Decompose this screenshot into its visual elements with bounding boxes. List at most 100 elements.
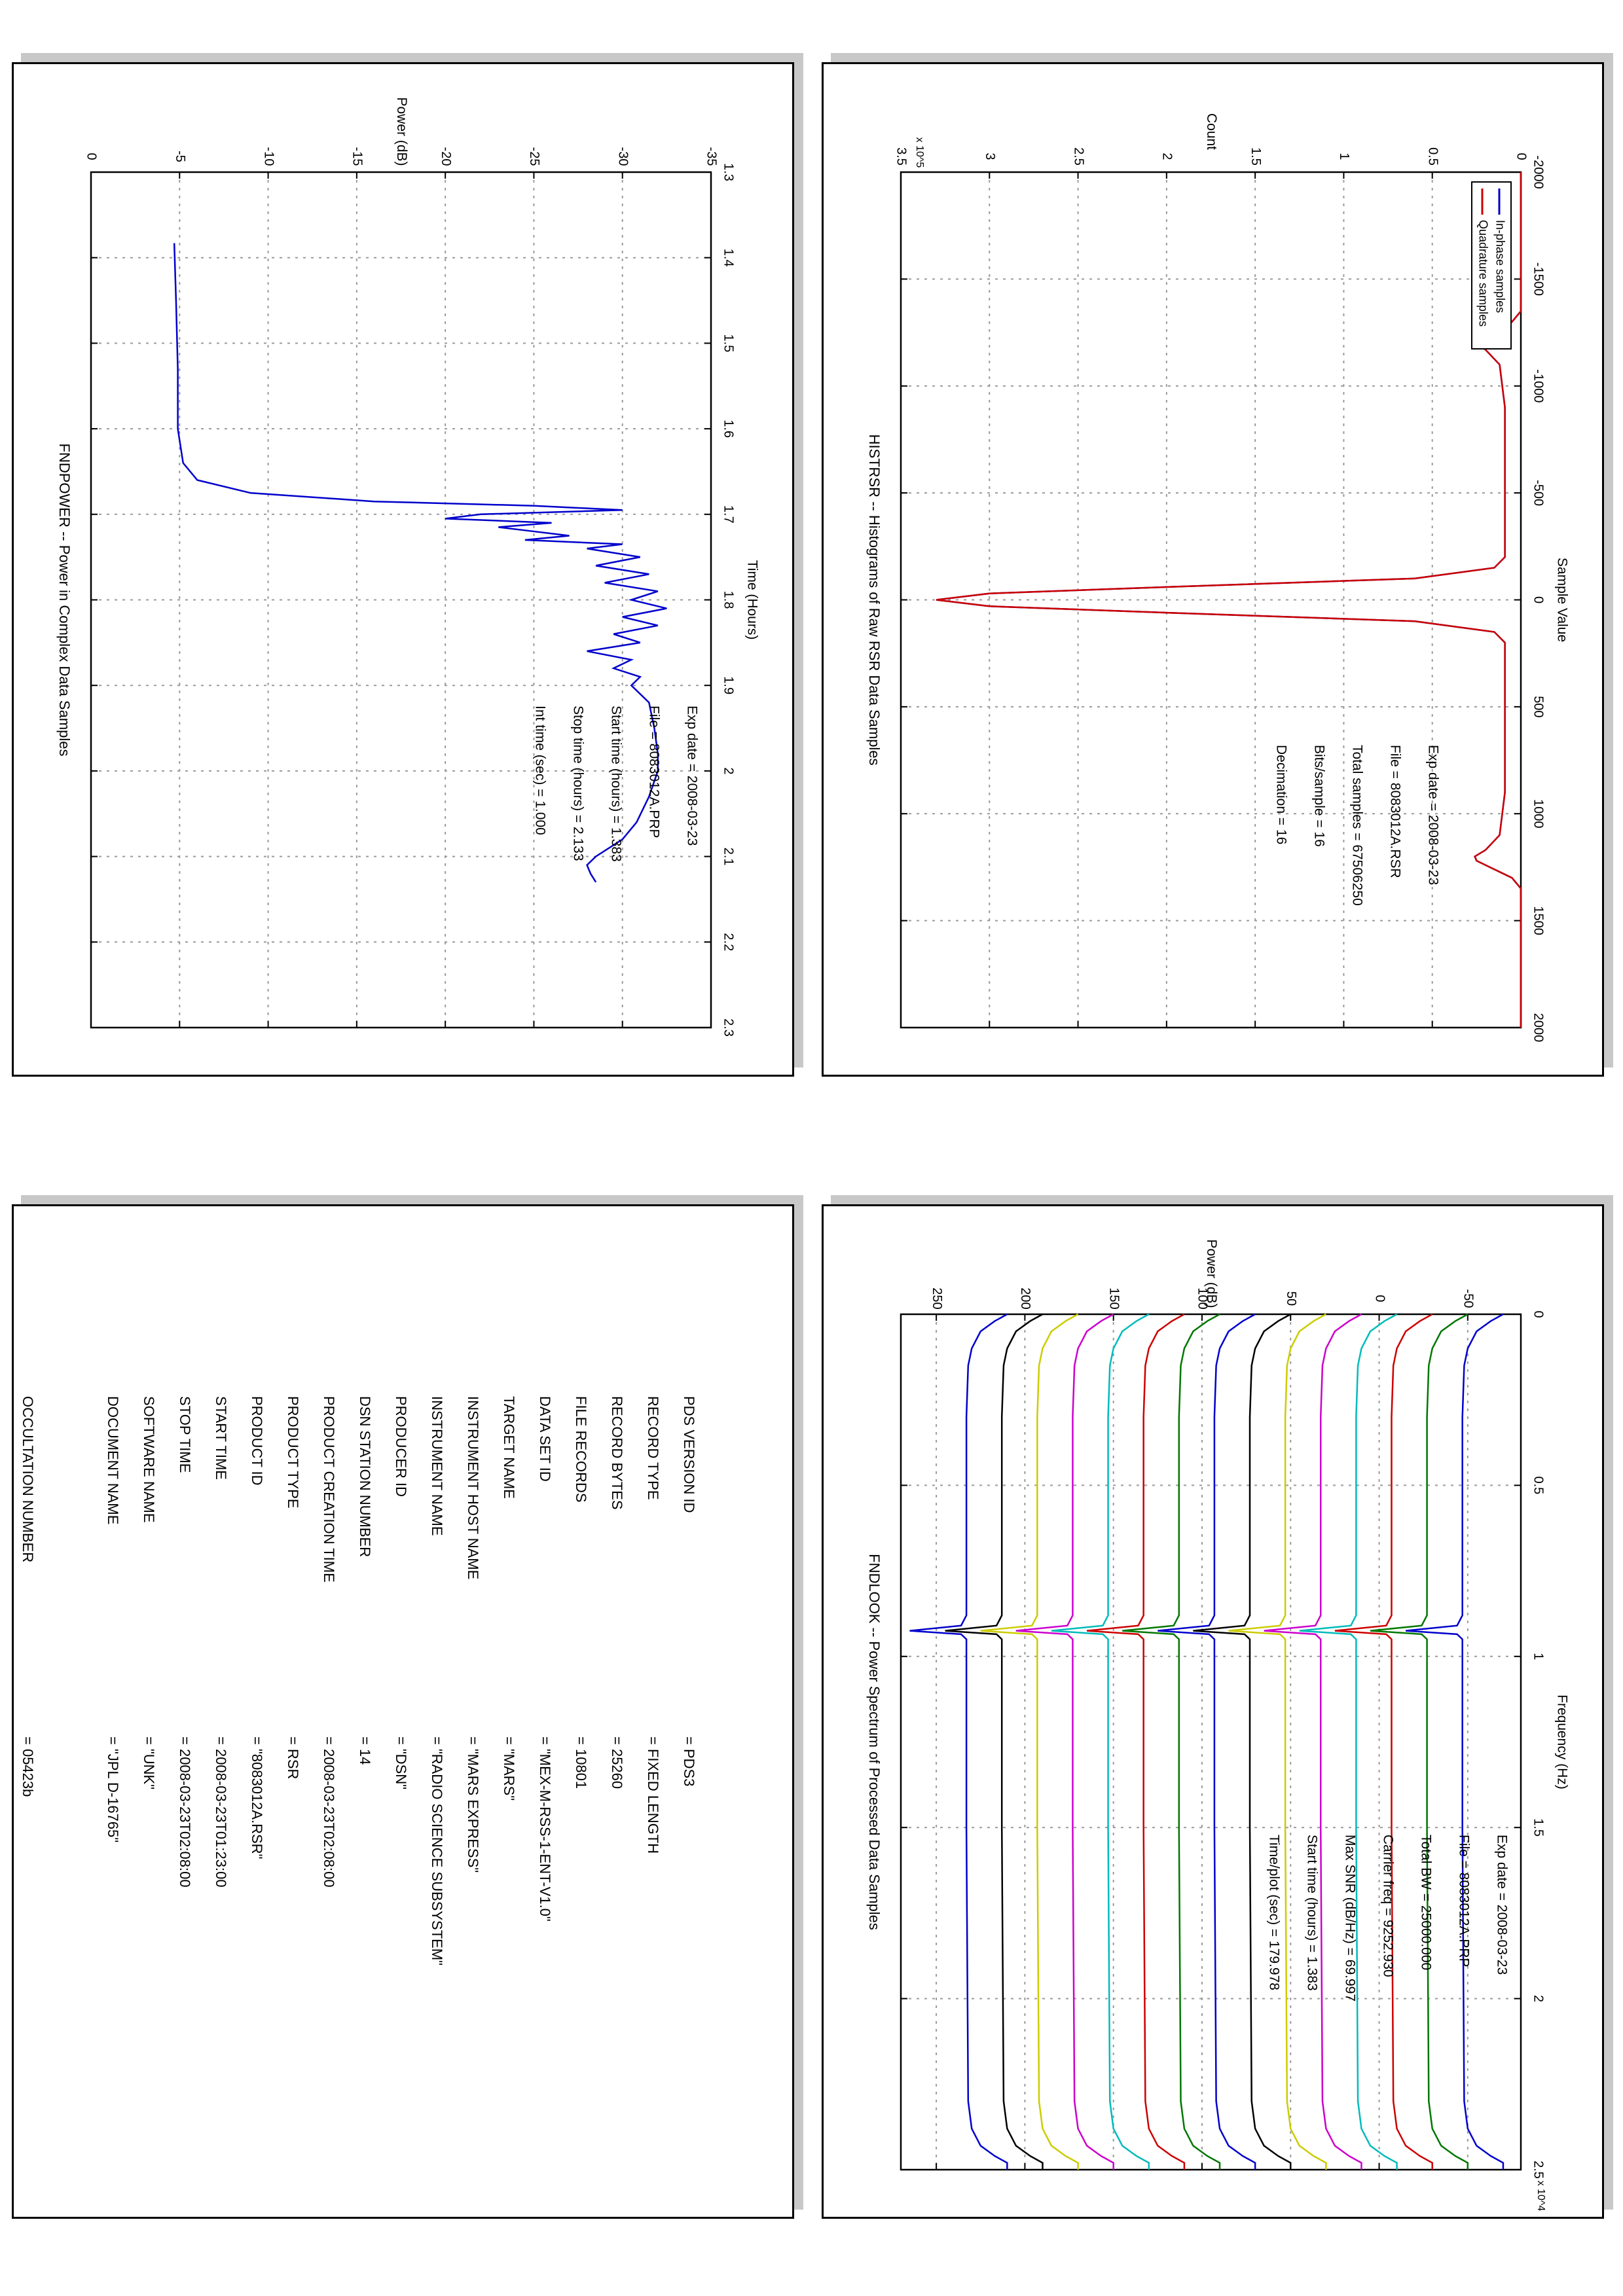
power-panel: 1.3 1.4 1.5 1.6 1.7 1.8 1.9 2 2.1 2.2 2.3 -35 -30 -25… (12, 62, 794, 1077)
x-tick-label: 1.6 (721, 420, 736, 438)
y-tick-label: -15 (350, 147, 365, 166)
grid-lines (900, 171, 1522, 1028)
label-key: DOCUMENT NAME (105, 1396, 121, 1524)
legend: In-phase samples Quadrature samples (1471, 181, 1512, 350)
y-tick-label: 1.5 (1249, 147, 1263, 166)
label-key: STOP TIME (177, 1396, 193, 1473)
y-tick-label: 0 (84, 152, 99, 160)
y-tick-label: 0.5 (1425, 147, 1440, 166)
x-axis-label: Frequency (Hz) (1554, 1695, 1569, 1789)
power-info-line: Stop time (hours) = 2.133 (570, 706, 585, 861)
spectrum-info-line: Carrier freq = 9252.930 (1380, 1835, 1395, 1977)
spectrum-trace-line (1370, 1313, 1469, 2170)
spectrum-trace-line (1158, 1313, 1256, 2170)
x-tick-label: 1 (1531, 1653, 1546, 1660)
spectrum-trace-line (1334, 1313, 1433, 2170)
label-key: FILE RECORDS (573, 1396, 589, 1503)
label-key: PRODUCT TYPE (285, 1396, 301, 1509)
label-value: = 25260 (609, 1736, 625, 1789)
label-key: PDS VERSION ID (681, 1396, 697, 1513)
histogram-info-line: Total samples = 67506250 (1349, 745, 1364, 906)
label-value: = 05423b (20, 1736, 36, 1797)
label-key: DSN STATION NUMBER (357, 1396, 373, 1557)
label-value: = "MARS EXPRESS" (465, 1736, 481, 1873)
label-key: PRODUCT CREATION TIME (321, 1396, 337, 1583)
histogram-info-line: Exp date = 2008-03-23 (1425, 745, 1440, 885)
spectrum-trace-line (1228, 1313, 1327, 2170)
power-info-line: Int time (sec) = 1.000 (532, 706, 547, 835)
power-info-line: Start time (hours) = 1.383 (608, 706, 623, 862)
spectrum-chart: 0 0.5 1 1.5 2 2.5 -50 0 50 100 150 200 250 Frequency … (866, 1239, 1569, 2211)
spectrum-panel: 0 0.5 1 1.5 2 2.5 -50 0 50 100 150 200 250 Frequency … (822, 1204, 1604, 2219)
label-value: = "MARS" (501, 1736, 517, 1801)
y-tick-label: -50 (1461, 1289, 1476, 1308)
x-tick-label: 1500 (1531, 906, 1546, 935)
label-key: RECORD BYTES (609, 1396, 625, 1510)
y-exponent-label: x 10^5 (914, 137, 925, 168)
histogram-chart: -2000 -1500 -1000 -500 0 500 1000 1500 2000 0 0.5 1… (866, 113, 1569, 1042)
spectrum-trace-line (980, 1313, 1079, 2170)
power-chart: 1.3 1.4 1.5 1.6 1.7 1.8 1.9 2 2.1 2.2 2.3 -35 -30 -25… (56, 97, 759, 1036)
spectrum-trace-line (1193, 1313, 1292, 2170)
label-value: = "8083012A.RSR" (249, 1736, 265, 1859)
x-tick-label: 1.8 (721, 591, 736, 609)
x-tick-label: 0 (1531, 596, 1546, 603)
spectrum-trace-line (1086, 1313, 1186, 2170)
x-tick-label: 1.5 (721, 334, 736, 352)
chart-title: HISTRSR -- Histograms of Raw RSR Data Sa… (866, 434, 883, 765)
x-tick-label: 1.9 (721, 676, 736, 694)
y-tick-label: 150 (1106, 1287, 1121, 1309)
label-key: SOFTWARE NAME (141, 1396, 157, 1523)
y-tick-label: -10 (261, 147, 276, 166)
x-tick-label: 2.2 (721, 933, 736, 951)
spectrum-trace-line (1299, 1313, 1398, 2170)
x-tick-label: 1000 (1531, 799, 1546, 829)
grid-lines (90, 171, 712, 1028)
label-key: RECORD TYPE (645, 1396, 661, 1500)
y-axis-label: Power (dB) (394, 97, 409, 166)
x-tick-label: 1.7 (721, 505, 736, 524)
label-value: = "JPL D-16765" (105, 1736, 121, 1842)
y-tick-label: 3 (983, 152, 997, 160)
label-value: = "RADIO SCIENCE SUBSYSTEM" (429, 1736, 445, 1965)
spectrum-info-line: Max SNR (dB/Hz) = 69.997 (1342, 1835, 1357, 2001)
series-in-phase-line (936, 172, 1522, 1028)
y-tick-label: 2 (1160, 152, 1175, 160)
x-tick-label: 1.5 (1531, 1818, 1546, 1837)
chart-title: FNDLOOK -- Power Spectrum of Processed D… (866, 1554, 883, 1930)
spectrum-trace-line (1051, 1313, 1150, 2170)
label-value: = 2008-03-23T02:08:00 (177, 1736, 193, 1888)
x-tick-label: 1.3 (721, 163, 736, 181)
spectrum-trace-line (1122, 1313, 1221, 2170)
spectrum-info-line: Start time (hours) = 1.383 (1304, 1835, 1319, 1991)
y-axis-label: Power (dB) (1204, 1239, 1219, 1308)
legend-box (1471, 181, 1512, 350)
spectrum-info-line: Time/plot (sec) = 179.978 (1266, 1835, 1281, 1990)
label-key: PRODUCER ID (393, 1396, 409, 1497)
spectrum-trace-line (1406, 1313, 1504, 2170)
y-tick-label: -35 (704, 147, 719, 166)
label-value: = 2008-03-23T01:23:00 (213, 1736, 229, 1888)
x-tick-label: 0.5 (1531, 1476, 1546, 1494)
y-tick-label: 3.5 (894, 147, 909, 166)
x-tick-label: -2000 (1531, 155, 1546, 188)
label-key: PRODUCT ID (249, 1396, 265, 1486)
y-tick-label: 50 (1284, 1291, 1298, 1306)
label-key: INSTRUMENT NAME (429, 1396, 445, 1536)
x-tick-label: 2 (1531, 1995, 1546, 2002)
legend-label: In-phase samples (1493, 220, 1506, 313)
spectrum-trace-line (1264, 1313, 1362, 2170)
histogram-info-line: Bits/sample = 16 (1311, 745, 1326, 847)
label-value: = 14 (357, 1736, 373, 1765)
spectrum-info-line: File = 8083012A.PRP (1456, 1835, 1471, 1967)
plot-frame (900, 1313, 1522, 2171)
label-value: = "MEX-M-RSS-1-ENT-V1.0" (537, 1736, 553, 1922)
y-tick-label: -5 (173, 151, 187, 162)
y-tick-label: -20 (439, 147, 453, 166)
x-tick-label: 2.1 (721, 848, 736, 866)
label-value: = "UNK" (141, 1736, 157, 1789)
x-tick-label: -1500 (1531, 262, 1546, 296)
label-key: OCCULTATION NUMBER (20, 1396, 36, 1562)
x-tick-label: 2.5 (1531, 2161, 1546, 2179)
x-axis-label: Time (Hours) (744, 560, 759, 640)
